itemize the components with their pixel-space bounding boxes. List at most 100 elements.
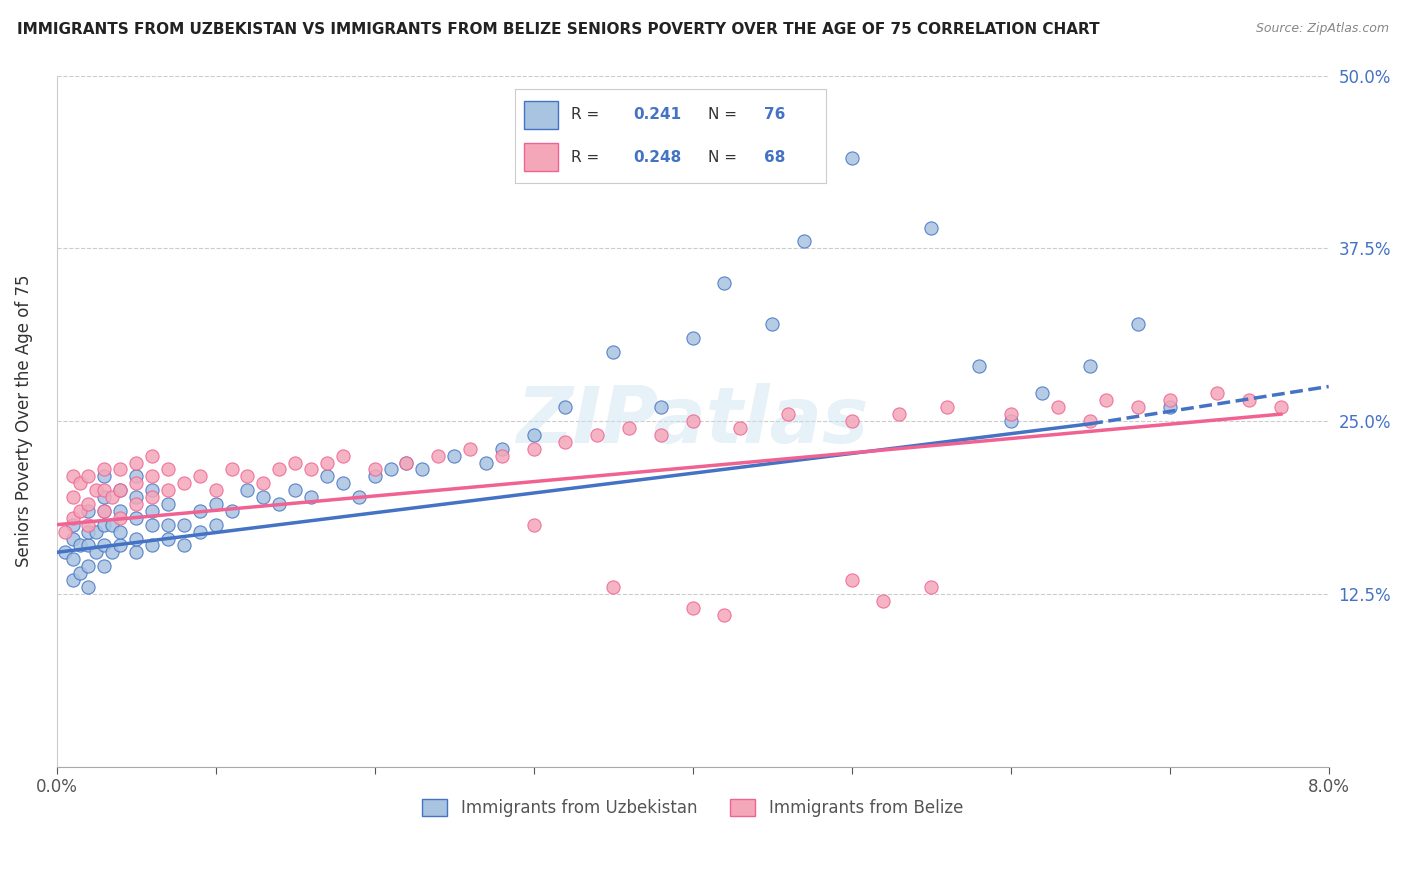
Point <box>62 490 84 504</box>
Point <box>93 504 115 518</box>
Point <box>252 476 274 491</box>
Point <box>713 276 735 290</box>
Point <box>523 442 546 456</box>
Point <box>77 559 100 574</box>
Point <box>730 421 752 435</box>
Point <box>269 497 291 511</box>
Text: Source: ZipAtlas.com: Source: ZipAtlas.com <box>1256 22 1389 36</box>
Point <box>1159 401 1181 415</box>
Point <box>125 497 148 511</box>
Text: ZIPatlas: ZIPatlas <box>516 383 869 459</box>
Point <box>101 517 124 532</box>
Point <box>156 462 179 476</box>
Point <box>77 504 100 518</box>
Point <box>602 345 624 359</box>
Point <box>69 504 91 518</box>
Point <box>221 504 243 518</box>
Point <box>62 510 84 524</box>
Point <box>380 462 402 476</box>
Point <box>93 483 115 497</box>
Point <box>284 456 307 470</box>
Point <box>93 490 115 504</box>
Point <box>188 469 211 483</box>
Point <box>1000 414 1022 428</box>
Point <box>491 449 513 463</box>
Point <box>443 449 465 463</box>
Point <box>761 318 783 332</box>
Point <box>77 517 100 532</box>
Point <box>269 462 291 476</box>
Point <box>920 580 942 594</box>
Point <box>363 469 385 483</box>
Point <box>682 414 704 428</box>
Point <box>69 476 91 491</box>
Point <box>110 510 132 524</box>
Point <box>713 607 735 622</box>
Point <box>332 476 354 491</box>
Point <box>141 517 163 532</box>
Point <box>332 449 354 463</box>
Point <box>347 490 370 504</box>
Point <box>188 504 211 518</box>
Point <box>77 580 100 594</box>
Point <box>110 483 132 497</box>
Point <box>93 469 115 483</box>
Point <box>156 532 179 546</box>
Point <box>650 428 672 442</box>
Point <box>617 421 640 435</box>
Text: IMMIGRANTS FROM UZBEKISTAN VS IMMIGRANTS FROM BELIZE SENIORS POVERTY OVER THE AG: IMMIGRANTS FROM UZBEKISTAN VS IMMIGRANTS… <box>17 22 1099 37</box>
Point <box>125 490 148 504</box>
Point <box>86 483 108 497</box>
Point <box>110 538 132 552</box>
Point <box>872 593 894 607</box>
Point <box>156 517 179 532</box>
Point <box>920 220 942 235</box>
Point <box>156 483 179 497</box>
Point <box>395 456 418 470</box>
Point <box>586 428 609 442</box>
Point <box>77 524 100 539</box>
Point <box>1126 401 1149 415</box>
Point <box>1078 359 1101 373</box>
Point <box>62 573 84 587</box>
Point <box>77 469 100 483</box>
Point <box>523 517 546 532</box>
Point <box>1126 318 1149 332</box>
Point <box>141 449 163 463</box>
Point <box>793 235 815 249</box>
Point <box>1206 386 1229 401</box>
Point <box>86 524 108 539</box>
Point <box>173 538 195 552</box>
Point <box>77 538 100 552</box>
Point <box>602 580 624 594</box>
Point <box>93 538 115 552</box>
Point <box>554 434 576 449</box>
Y-axis label: Seniors Poverty Over the Age of 75: Seniors Poverty Over the Age of 75 <box>15 275 32 567</box>
Point <box>62 517 84 532</box>
Point <box>101 545 124 559</box>
Point <box>1047 401 1070 415</box>
Point <box>682 600 704 615</box>
Point <box>141 504 163 518</box>
Point <box>62 552 84 566</box>
Legend: Immigrants from Uzbekistan, Immigrants from Belize: Immigrants from Uzbekistan, Immigrants f… <box>416 792 970 824</box>
Point <box>411 462 433 476</box>
Point <box>395 456 418 470</box>
Point <box>93 517 115 532</box>
Point <box>1270 401 1292 415</box>
Point <box>69 566 91 580</box>
Point <box>204 497 226 511</box>
Point <box>125 510 148 524</box>
Point <box>523 428 546 442</box>
Point <box>188 524 211 539</box>
Point <box>53 524 76 539</box>
Point <box>173 476 195 491</box>
Point <box>1095 393 1118 408</box>
Point <box>156 497 179 511</box>
Point <box>299 462 322 476</box>
Point <box>236 483 259 497</box>
Point <box>69 538 91 552</box>
Point <box>316 456 339 470</box>
Point <box>110 483 132 497</box>
Point <box>125 456 148 470</box>
